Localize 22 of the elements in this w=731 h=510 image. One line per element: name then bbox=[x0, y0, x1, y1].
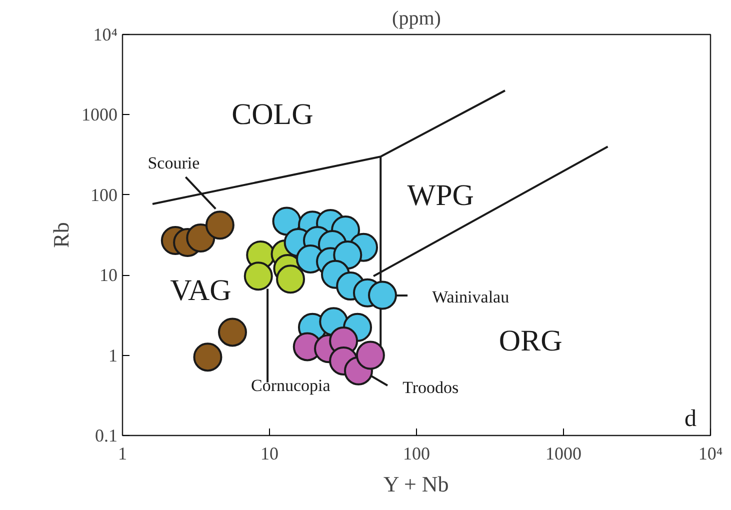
chart-title: (ppm) bbox=[392, 8, 441, 30]
x-tick-label: 100 bbox=[403, 444, 430, 464]
x-tick-label: 10 bbox=[260, 444, 278, 464]
annotation: COLG bbox=[232, 98, 314, 132]
annotation: Wainivalau bbox=[432, 287, 510, 306]
annotation: ORG bbox=[498, 324, 562, 358]
annotation: d bbox=[684, 406, 697, 432]
y-axis-title: Rb bbox=[48, 222, 74, 248]
x-tick-label: 10⁴ bbox=[698, 444, 723, 464]
annotation: VAG bbox=[170, 274, 232, 308]
y-tick-label: 1000 bbox=[82, 104, 118, 125]
y-tick-label: 1 bbox=[108, 345, 118, 366]
annotation: Scourie bbox=[148, 153, 200, 172]
annotation: Cornucopia bbox=[251, 376, 331, 395]
y-tick-label: 100 bbox=[90, 184, 118, 205]
x-tick-label: 1000 bbox=[546, 444, 582, 464]
annotation: WPG bbox=[407, 178, 474, 212]
x-axis-title: Y + Nb bbox=[383, 472, 449, 496]
annotation: Troodos bbox=[402, 378, 459, 397]
y-tick-label: 0.1 bbox=[95, 426, 118, 446]
y-tick-label: 10 bbox=[100, 265, 118, 286]
y-tick-label: 10⁴ bbox=[93, 24, 118, 44]
